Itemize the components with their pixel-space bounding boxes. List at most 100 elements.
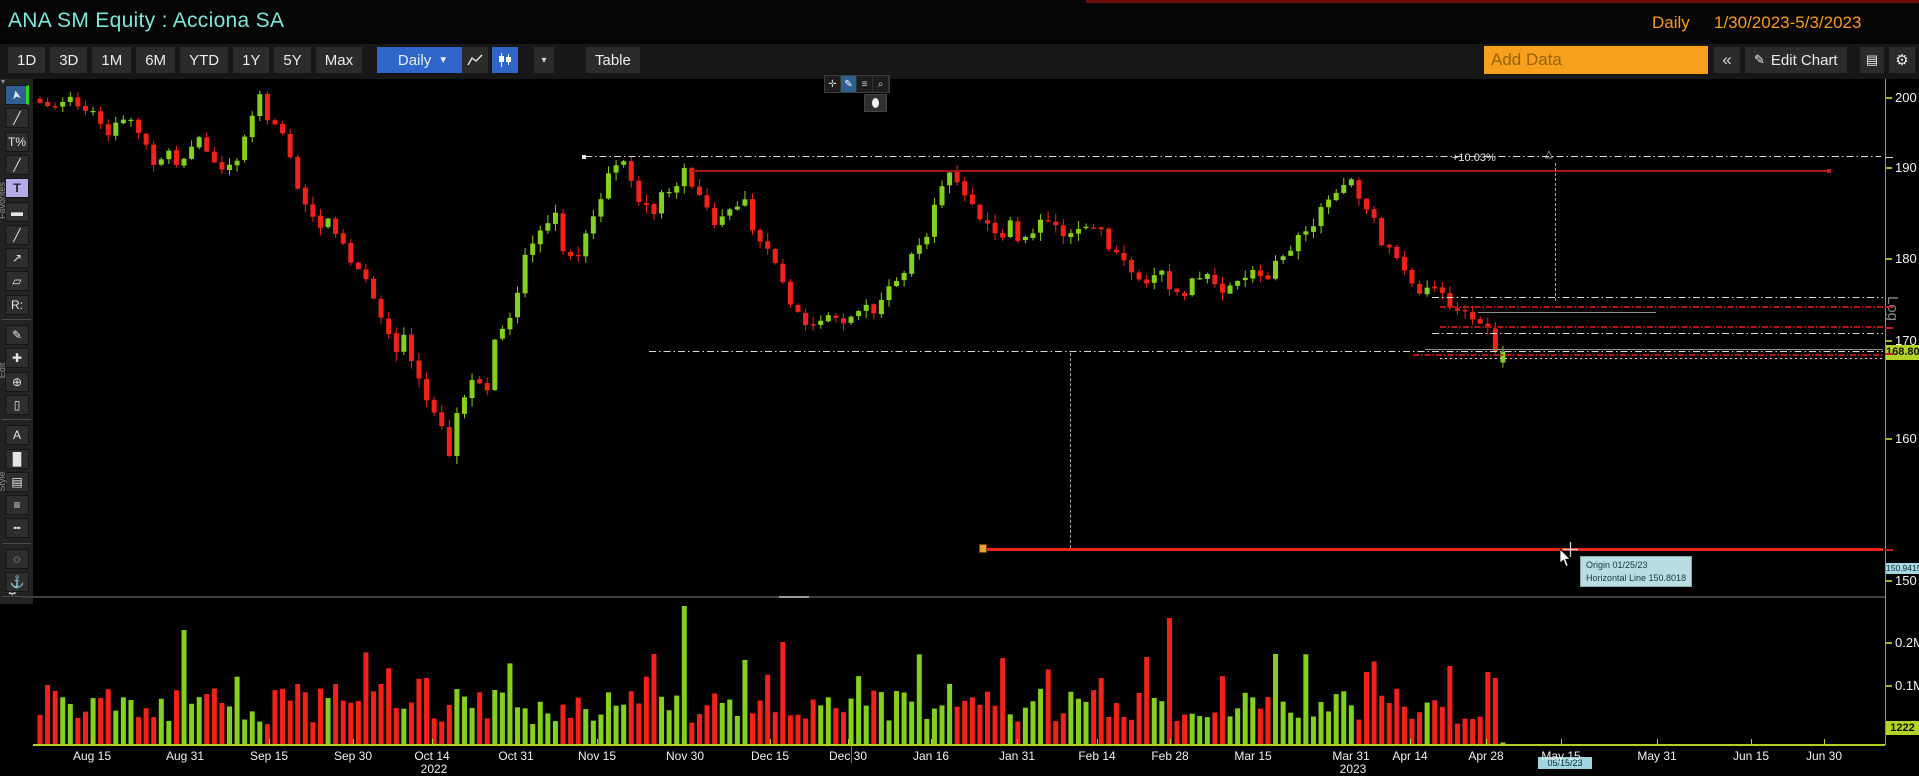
delete-tool[interactable]: ▯ [5,394,29,415]
chart-toolbar: 1D 3D 1M 6M YTD 1Y 5Y Max Daily ▼ ▾ Table Add D… [0,44,1919,80]
log-scale-label[interactable]: Log [1884,296,1901,322]
range-button-6m[interactable]: 6M [136,47,176,73]
date-axis-tick [597,739,598,744]
chart-annotations-button[interactable]: ▤ [1860,47,1884,73]
date-axis-label: Nov 15 [577,749,617,763]
candle-style-tool[interactable]: ▤ [5,471,29,492]
anchor-tool[interactable]: ⚓ [5,572,29,592]
range-button-1m[interactable]: 1M [92,47,132,73]
axis-level-mark [1885,353,1893,355]
support-dashdot-line[interactable] [1432,297,1883,298]
range-button-1y[interactable]: 1Y [233,47,270,73]
price-axis-label: 160 [1895,431,1917,446]
collapse-panel-button[interactable]: « [1714,47,1740,73]
draw-pencil-tool[interactable]: ✎ [5,325,29,345]
support-dashdot-line[interactable] [1432,333,1883,334]
resistance-trendline[interactable] [692,170,1831,172]
select-plus-tool[interactable]: ⊕ [5,371,29,392]
percent-change-label: +10.03% [1452,152,1496,164]
range-button-5y[interactable]: 5Y [274,47,311,73]
support-red-line[interactable] [1440,306,1883,308]
support-gray-line[interactable] [1425,349,1883,350]
drawing-tools-sidebar: ▾ ⚙ ➤╱T%╱T▬╱↗▱R:Favorites✎✚⊕▯EditA█▤≡╍St… [0,77,33,604]
mini-toolbar-handle[interactable] [864,94,887,112]
line-style-tool[interactable]: ≡ [5,495,29,516]
date-axis-tick [1097,739,1098,744]
period-dropdown[interactable]: Daily ▼ [377,47,469,73]
support-dotted-line[interactable] [1440,358,1883,359]
price-axis-tick [1886,438,1892,440]
mini-zoom-tool[interactable]: ⌕ [873,76,889,92]
upper-dashdot-line[interactable] [585,156,1881,157]
date-axis-tick [931,739,932,744]
date-axis-tick [1253,739,1254,744]
sidebar-section-label-favorites: Favorites [0,181,7,219]
axis-level-mark [1885,157,1893,158]
date-axis-tick [685,739,686,744]
arrow-line-tool[interactable]: ↗ [5,248,29,269]
connector-vertical-line [1070,353,1071,548]
text-tool[interactable]: T [5,178,29,199]
date-axis-label: Feb 14 [1078,749,1116,763]
dash-style-tool[interactable]: ╍ [5,518,29,539]
support-red-line[interactable] [1413,354,1883,356]
date-axis-label: Apr 14 [1392,749,1428,763]
chart-type-dropdown[interactable]: ▾ [534,47,554,73]
price-axis-tick [1886,97,1892,99]
line-endpoint-marker[interactable] [1827,169,1831,173]
range-button-3d[interactable]: 3D [50,47,88,73]
range-button-max[interactable]: Max [315,47,363,73]
fill-style-tool[interactable]: █ [5,448,29,469]
mini-pan-tool[interactable]: ✛ [825,76,841,92]
measure-vertical-line [1555,163,1556,301]
measure-marker-icon[interactable]: △ [1545,149,1553,160]
segment-tool[interactable]: ╱ [5,154,29,175]
crosshair-price-badge: 150.9415 [1886,563,1919,574]
page-title: ANA SM Equity : Acciona SA [8,9,285,32]
line-chart-button[interactable] [462,47,488,73]
volume-chart [37,606,1506,744]
settings-button[interactable]: ⚙ [1889,47,1915,73]
table-button[interactable]: Table [586,47,640,73]
date-axis-tick [1561,739,1562,744]
pointer-tool[interactable]: ➤ [5,85,29,105]
regression-tool[interactable]: R: [5,294,29,315]
horizontal-line-tool[interactable]: ▬ [5,201,29,222]
range-button-ytd[interactable]: YTD [180,47,229,73]
long-support-dashdot-line[interactable] [649,351,1883,352]
note-percent-tool[interactable]: T% [5,131,29,152]
gear-icon: ⚙ [1895,52,1909,69]
line-drag-handle[interactable] [979,544,987,553]
date-axis-tick [1351,739,1352,744]
volume-axis-tick [1886,642,1892,644]
add-data-input[interactable]: Add Data [1484,46,1708,74]
tooltip-value-line: Horizontal Line 150.8018 [1586,572,1687,583]
move-tool[interactable]: ✚ [5,348,29,369]
pane-divider-handle[interactable] [779,596,809,598]
mini-list-tool[interactable]: ≡ [857,76,873,92]
line-endpoint-marker[interactable] [582,155,586,159]
ray-tool[interactable]: ╱ [5,224,29,245]
edit-chart-button[interactable]: ✎ Edit Chart [1745,47,1847,73]
date-axis-tick [269,739,270,744]
support-gray-line[interactable] [1478,312,1656,313]
date-axis-tick [1017,739,1018,744]
mini-draw-tool[interactable]: ✎ [841,76,857,92]
date-axis-label: Oct 31 [498,749,534,763]
horizontal-price-line[interactable] [985,548,1883,551]
last-price-badge: 168.80 [1886,345,1919,360]
ellipse-tool[interactable]: ◌ [5,548,29,569]
date-axis-label: Dec 30 [828,749,868,763]
sidebar-collapse-icon[interactable]: ▾ [1,77,6,86]
price-axis-tick [1886,167,1892,169]
pane-divider[interactable] [22,596,1885,598]
range-button-1d[interactable]: 1D [8,47,46,73]
support-red-line[interactable] [1440,326,1883,328]
candle-chart-button[interactable] [492,47,518,73]
channel-tool[interactable]: ▱ [5,271,29,292]
date-axis-label: Jun 30 [1805,749,1843,763]
trendline-pencil-tool[interactable]: ╱ [5,108,29,129]
date-axis-label: Mar 31 [1332,749,1370,763]
chevron-down-icon: ▼ [438,54,449,66]
font-style-tool[interactable]: A [5,425,29,446]
